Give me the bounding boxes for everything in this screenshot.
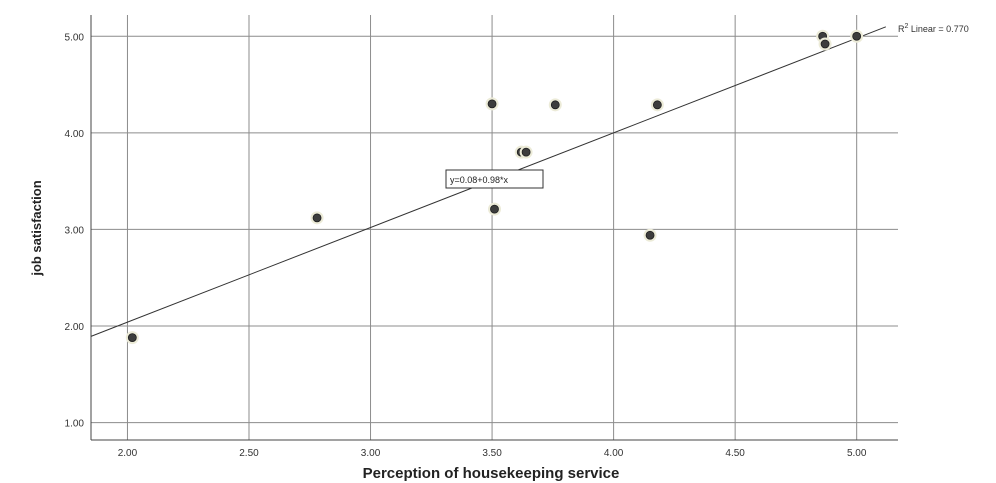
fit-equation-box: y=0.08+0.98*x xyxy=(445,169,544,189)
data-point xyxy=(852,31,862,41)
x-tick-label: 4.00 xyxy=(604,448,624,459)
data-point xyxy=(127,333,137,343)
x-tick-label: 5.00 xyxy=(847,448,867,459)
data-points xyxy=(125,29,864,345)
x-axis-label: Perception of housekeeping service xyxy=(363,465,620,482)
x-tick-label: 3.00 xyxy=(361,448,381,459)
fit-equation-label: y=0.08+0.98*x xyxy=(450,175,509,185)
y-tick-label: 1.00 xyxy=(65,419,85,430)
grid-lines xyxy=(91,15,898,440)
x-tick-label: 2.50 xyxy=(239,448,259,459)
data-point xyxy=(820,39,830,49)
data-point xyxy=(550,100,560,110)
x-tick-label: 3.50 xyxy=(482,448,502,459)
x-tick-labels: 2.00 2.50 3.00 3.50 4.00 4.50 5.00 xyxy=(118,448,867,459)
y-tick-label: 5.00 xyxy=(65,32,85,43)
plot-frame xyxy=(90,15,898,441)
y-tick-label: 3.00 xyxy=(65,225,85,236)
data-point xyxy=(521,147,531,157)
data-point xyxy=(312,213,322,223)
data-point xyxy=(652,100,662,110)
y-axis-label: job satisfaction xyxy=(29,180,44,276)
data-point xyxy=(487,99,497,109)
fit-equation-border xyxy=(445,169,544,189)
data-point xyxy=(645,230,655,240)
y-tick-label: 2.00 xyxy=(65,322,85,333)
y-tick-label: 4.00 xyxy=(65,129,85,140)
x-tick-label: 2.00 xyxy=(118,448,138,459)
r-squared-label: R2 Linear = 0.770 xyxy=(898,23,969,34)
data-point xyxy=(490,204,499,214)
y-tick-labels: 1.00 2.00 3.00 4.00 5.00 xyxy=(65,32,85,429)
x-tick-label: 4.50 xyxy=(725,448,745,459)
